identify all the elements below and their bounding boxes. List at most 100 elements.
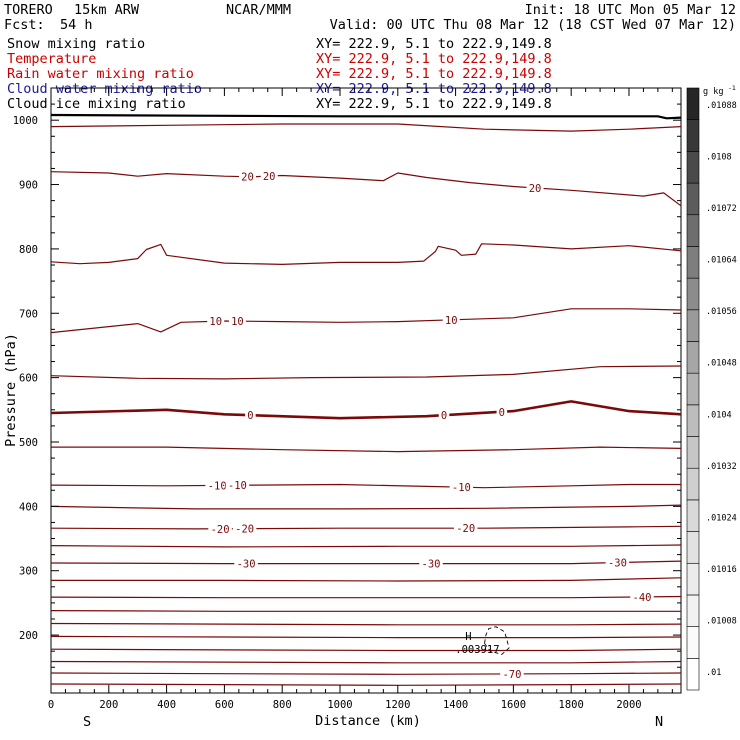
- colorbar-swatch: [686, 246, 700, 279]
- contour-label-bg: [205, 479, 229, 492]
- colorbar-label: .0108: [706, 153, 732, 163]
- field-xy: XY= 222.9, 5.1 to 222.9,149.8: [316, 51, 552, 67]
- x-tick-label: 1400: [443, 699, 468, 711]
- isotherm-line: [50, 683, 682, 686]
- colorbar-label: .01024: [706, 513, 737, 523]
- contour-label: 20: [241, 172, 254, 184]
- isotherm-line: [50, 672, 682, 675]
- colorbar-unit-exponent: -1: [728, 84, 736, 92]
- high-marker: H.003917: [455, 631, 499, 656]
- contour-label-bg: [419, 557, 443, 570]
- isotherm-line: [50, 660, 682, 664]
- colorbar: .01 .01008 .01016 .01024 .01032 .0104 .01048 .0…: [686, 84, 737, 691]
- colorbar-swatch: [686, 499, 700, 532]
- field-name: Snow mixing ratio: [7, 36, 145, 52]
- field-xy: XY= 222.9, 5.1 to 222.9,149.8: [316, 81, 552, 97]
- y-tick-label: 300: [19, 566, 38, 578]
- x-tick-label: 2000: [616, 699, 641, 711]
- contour-label-bg: [239, 170, 257, 183]
- field-name: Cloud water mixing ratio: [7, 81, 202, 97]
- field-xy: XY= 222.9, 5.1 to 222.9,149.8: [316, 66, 552, 82]
- colorbar-swatch: [686, 119, 700, 152]
- colorbar-swatch: [686, 658, 700, 691]
- contour-label: 20: [529, 183, 542, 195]
- contour-label: -20: [456, 523, 475, 535]
- contour-label-bg: [453, 522, 478, 535]
- north-endpoint-label: N: [655, 714, 663, 730]
- isotherm-line: [50, 525, 682, 530]
- contour-label: 10: [231, 316, 244, 328]
- contour-label-bg: [234, 557, 258, 570]
- contour-label: -10: [452, 482, 471, 494]
- isotherm-line: [50, 622, 682, 626]
- colorbar-swatch: [686, 467, 700, 501]
- colorbar-label: .01: [706, 668, 721, 678]
- cloud-water-contour: [484, 626, 510, 655]
- colorbar-swatch: [686, 341, 700, 374]
- x-tick-label: 1200: [385, 699, 410, 711]
- colorbar-label: .01072: [706, 204, 737, 214]
- isotherm-line: [50, 365, 682, 380]
- field-xy: XY= 222.9, 5.1 to 222.9,149.8: [316, 96, 552, 112]
- colorbar-swatch: [686, 404, 700, 437]
- south-endpoint-label: S: [83, 714, 91, 730]
- y-tick-label: 700: [19, 308, 38, 320]
- field-xy: XY= 222.9, 5.1 to 222.9,149.8: [316, 36, 552, 52]
- contour-label: -20: [235, 524, 254, 536]
- colorbar-swatch: [686, 626, 700, 659]
- contour-label-bg: [438, 409, 450, 422]
- forecast-hour: 54 h: [60, 17, 93, 33]
- y-tick-label: 500: [19, 437, 38, 449]
- forecast-label: Fcst:: [4, 17, 45, 33]
- isotherm-line: [50, 544, 682, 548]
- y-tick-label: 400: [19, 501, 38, 513]
- colorbar-swatch: [686, 309, 700, 342]
- contour-label: 10: [445, 315, 458, 327]
- contour-label-bg: [208, 522, 232, 535]
- x-tick-label: 600: [215, 699, 234, 711]
- model-source: NCAR/MMM: [226, 2, 291, 18]
- contour-label: 0: [441, 410, 447, 422]
- colorbar-swatch: [686, 436, 700, 469]
- model-name: TORERO: [4, 2, 53, 18]
- isotherm-line: [50, 123, 682, 132]
- contour-label-bg: [245, 409, 256, 422]
- isotherm-line: [50, 504, 682, 510]
- contour-label-bg: [496, 405, 508, 418]
- isotherm-line: [50, 243, 682, 265]
- contour-label-bg: [225, 479, 250, 492]
- colorbar-swatch: [686, 531, 700, 564]
- surface-line: [50, 113, 682, 120]
- high-letter: H: [465, 631, 471, 643]
- colorbar-label: .01016: [706, 565, 737, 575]
- y-tick-label: 800: [19, 244, 38, 256]
- contour-label: -30: [422, 559, 441, 571]
- field-name: Rain water mixing ratio: [7, 66, 194, 82]
- init-time: Init: 18 UTC Mon 05 Mar 12: [525, 2, 736, 18]
- y-axis-label: Pressure (hPa): [3, 333, 19, 447]
- x-tick-label: 1600: [501, 699, 526, 711]
- x-tick-label: 200: [99, 699, 118, 711]
- contour-label: -10: [208, 480, 227, 492]
- contour-label: -70: [502, 669, 521, 681]
- x-tick-label: 1000: [327, 699, 352, 711]
- contour-label: -10: [228, 480, 247, 492]
- y-tick-label: 1000: [13, 115, 38, 127]
- x-tick-label: 800: [273, 699, 292, 711]
- colorbar-swatch: [686, 594, 700, 627]
- contour-label-bg: [260, 170, 278, 183]
- colorbar-swatch: [686, 151, 700, 184]
- colorbar-label: .01048: [706, 359, 737, 369]
- surface-line: [50, 113, 682, 120]
- contour-label: -30: [608, 558, 627, 570]
- isotherm-line: [50, 308, 682, 334]
- isotherm-line: [50, 560, 682, 565]
- contour-label-bg: [526, 181, 544, 194]
- field-list: Snow mixing ratio XY= 222.9, 5.1 to 222.9…: [7, 36, 552, 112]
- contour-label-bg: [232, 522, 257, 535]
- isotherm-line: [51, 446, 682, 453]
- y-tick-label: 600: [19, 373, 38, 385]
- y-tick-label: 900: [19, 180, 38, 192]
